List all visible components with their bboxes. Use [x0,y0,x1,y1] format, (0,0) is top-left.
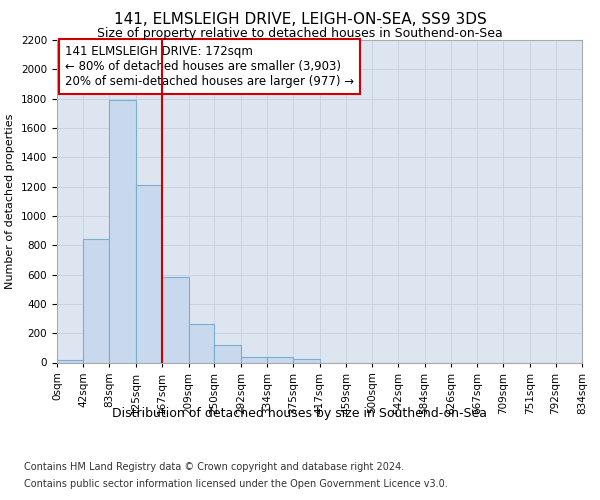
Text: Contains public sector information licensed under the Open Government Licence v3: Contains public sector information licen… [24,479,448,489]
Bar [241,356,267,362]
Text: 141 ELMSLEIGH DRIVE: 172sqm
← 80% of detached houses are smaller (3,903)
20% of : 141 ELMSLEIGH DRIVE: 172sqm ← 80% of det… [65,45,354,88]
Bar [136,185,162,362]
Text: 141, ELMSLEIGH DRIVE, LEIGH-ON-SEA, SS9 3DS: 141, ELMSLEIGH DRIVE, LEIGH-ON-SEA, SS9 … [113,12,487,28]
Bar [267,358,293,362]
Text: Size of property relative to detached houses in Southend-on-Sea: Size of property relative to detached ho… [97,28,503,40]
Bar [109,100,136,362]
Y-axis label: Number of detached properties: Number of detached properties [5,114,16,289]
Text: Distribution of detached houses by size in Southend-on-Sea: Distribution of detached houses by size … [113,408,487,420]
Text: Contains HM Land Registry data © Crown copyright and database right 2024.: Contains HM Land Registry data © Crown c… [24,462,404,472]
Bar [57,360,83,362]
Bar [293,359,320,362]
Bar [162,278,188,362]
Bar [83,240,109,362]
Bar [188,324,214,362]
Bar [214,345,241,362]
